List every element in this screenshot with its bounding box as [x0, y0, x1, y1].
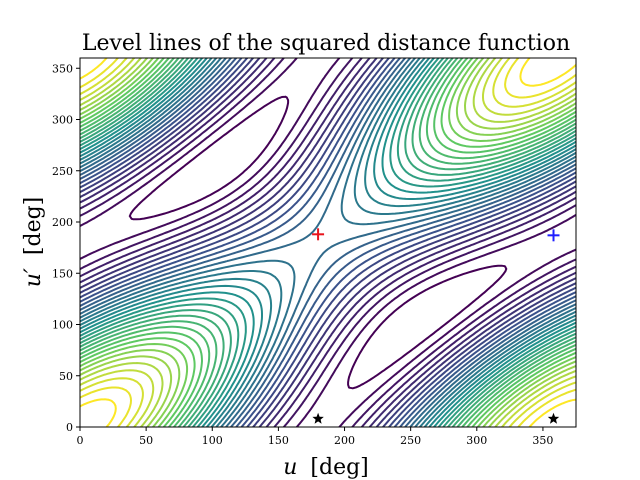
- y-axis-ticks: 0 50 100 150 200 250 300 350: [52, 62, 80, 434]
- contour-lines: [80, 58, 576, 427]
- y-axis-variable: u′: [21, 268, 46, 287]
- x-axis-label: u [deg]: [283, 455, 369, 480]
- contour-level-line: [80, 58, 576, 427]
- contour-level-line: [80, 58, 576, 427]
- chart-title: Level lines of the squared distance func…: [82, 31, 570, 56]
- contour-level-line: [80, 58, 576, 427]
- plus-marker: [312, 228, 325, 241]
- contour-level-line: [80, 58, 576, 427]
- star-marker: [312, 412, 324, 424]
- contour-level-line: [80, 58, 576, 427]
- y-tick-label: 350: [52, 62, 73, 75]
- contour-level-line: [80, 58, 576, 427]
- contour-level-line: [80, 58, 576, 427]
- contour-level-line: [80, 58, 576, 427]
- contour-level-line: [80, 58, 576, 427]
- contour-level-line: [80, 58, 576, 427]
- contour-level-line: [80, 58, 576, 427]
- contour-level-line: [80, 58, 576, 427]
- y-tick-label: 200: [52, 216, 73, 229]
- contour-level-line: [80, 58, 576, 427]
- x-axis-ticks: 0 50 100 150 200 250 300 350: [77, 427, 553, 447]
- y-tick-label: 150: [52, 267, 73, 280]
- x-tick-label: 350: [532, 434, 553, 447]
- plot-frame: [79, 57, 577, 428]
- y-tick-label: 250: [52, 165, 73, 178]
- x-axis-unit: [deg]: [310, 455, 368, 480]
- contour-level-line: [80, 58, 576, 427]
- star-marker: [547, 412, 560, 424]
- y-tick-label: 0: [66, 421, 73, 434]
- contour-level-line: [80, 58, 576, 427]
- contour-level-line: [80, 58, 576, 427]
- x-tick-label: 250: [400, 434, 421, 447]
- y-tick-label: 50: [59, 370, 73, 383]
- y-tick-label: 100: [52, 319, 73, 332]
- y-axis-unit: [deg]: [21, 197, 46, 255]
- x-tick-label: 100: [202, 434, 223, 447]
- contour-level-line: [80, 58, 576, 427]
- x-tick-label: 300: [466, 434, 487, 447]
- x-tick-label: 50: [139, 434, 153, 447]
- contour-level-line: [80, 58, 576, 427]
- plus-marker: [547, 229, 560, 242]
- y-tick-label: 300: [52, 114, 73, 127]
- x-tick-label: 150: [268, 434, 289, 447]
- x-axis-variable: u: [283, 455, 297, 480]
- y-axis-label: u′ [deg]: [21, 197, 46, 288]
- x-tick-label: 0: [77, 434, 84, 447]
- contour-level-line: [80, 58, 576, 427]
- contour-level-line: [80, 58, 576, 427]
- contour-level-line: [80, 58, 576, 427]
- contour-level-line: [80, 58, 576, 427]
- x-tick-label: 200: [334, 434, 355, 447]
- contour-level-line: [80, 58, 576, 427]
- contour-level-line: [80, 58, 576, 427]
- contour-level-line: [80, 58, 576, 427]
- markers: [312, 228, 560, 424]
- contour-level-line: [128, 95, 508, 390]
